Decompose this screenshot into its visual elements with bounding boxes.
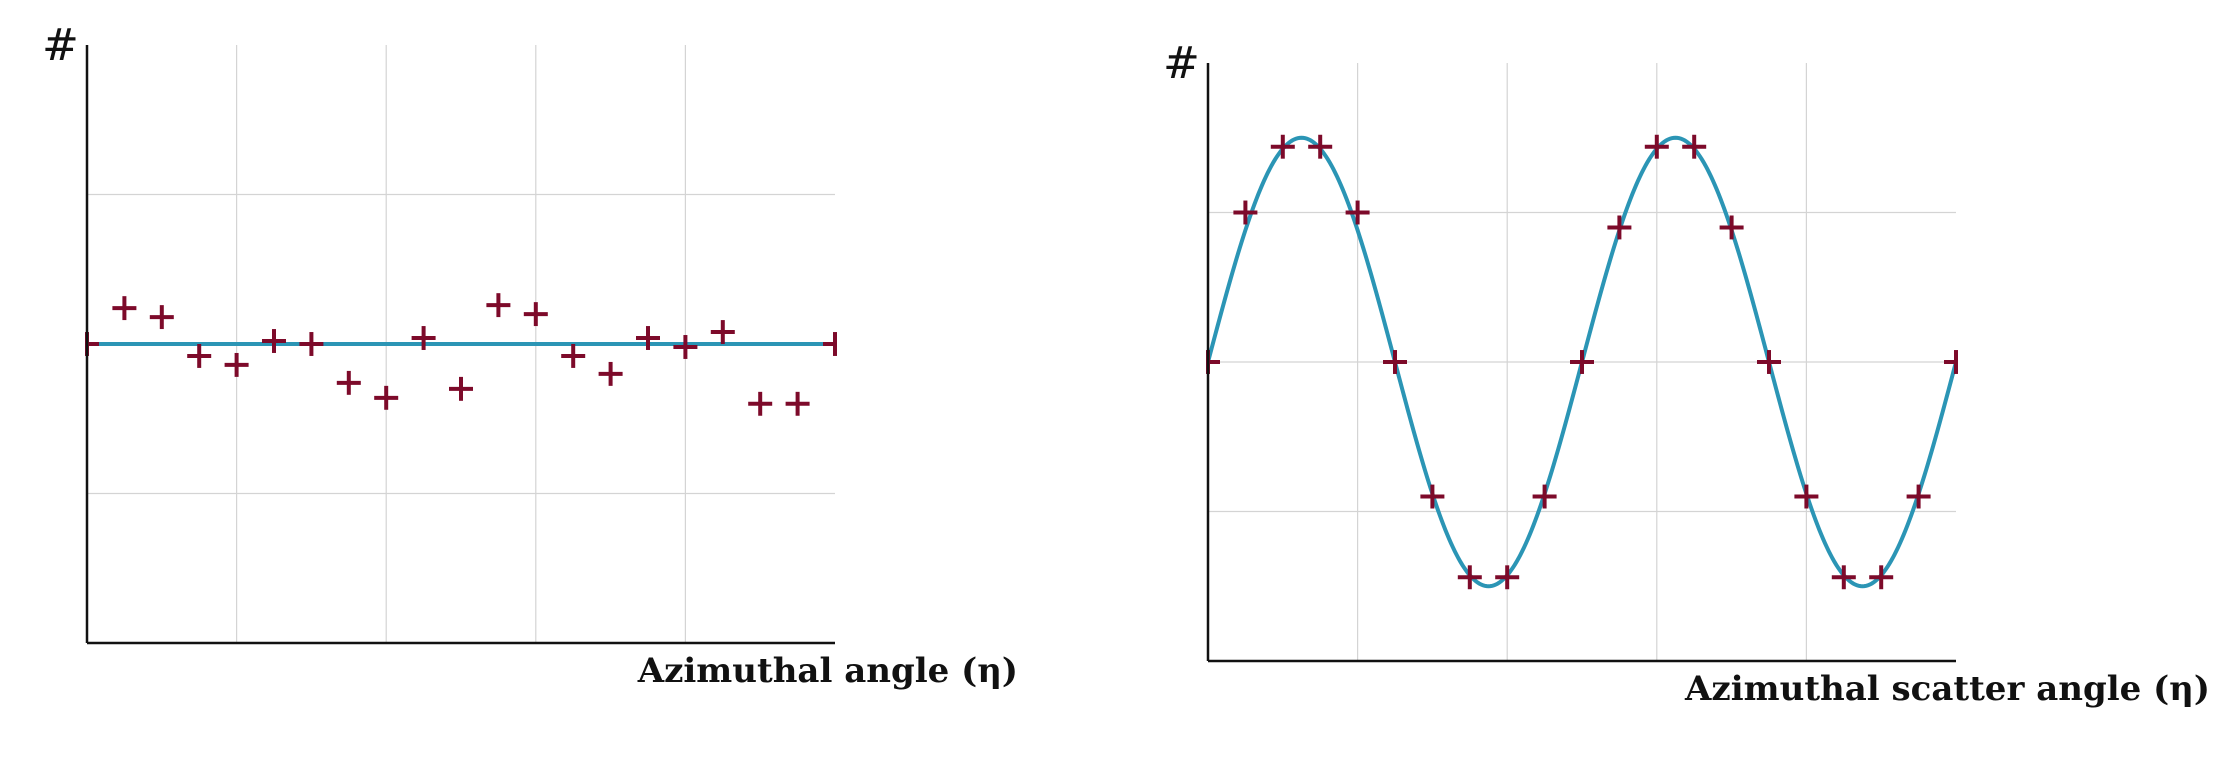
left-chart-panel: # Azimuthal angle (η) <box>42 20 1018 691</box>
right-chart-axes <box>1206 63 1956 663</box>
right-chart-data-point <box>1420 484 1445 509</box>
left-chart-data-point <box>673 335 698 359</box>
right-chart-panel: # Azimuthal scatter angle (η) <box>1163 38 2210 709</box>
left-chart-data-point <box>411 326 436 350</box>
left-chart-data-point <box>823 332 837 356</box>
left-chart-data-point <box>374 385 399 410</box>
left-chart-data-point <box>598 361 623 386</box>
right-chart-data-point <box>1757 350 1781 374</box>
left-chart-data-point <box>748 391 773 416</box>
right-chart-data-point <box>1233 200 1258 225</box>
right-chart-data-point <box>1383 350 1407 374</box>
right-chart-data-point <box>1495 565 1520 590</box>
left-chart-data-point <box>336 370 361 395</box>
left-chart-data-point <box>299 332 324 356</box>
left-chart-data-point <box>224 352 249 377</box>
right-chart-x-axis-label: Azimuthal scatter angle (η) <box>1684 669 2210 709</box>
right-chart-data-point <box>1831 565 1856 590</box>
right-chart-data-point <box>1206 350 1220 374</box>
right-chart-data-point <box>1607 215 1632 240</box>
left-chart-data-point <box>710 320 735 344</box>
left-chart-data-points <box>85 293 837 416</box>
left-chart-data-point <box>149 305 174 330</box>
left-chart-data-point <box>112 296 137 321</box>
right-chart-data-point <box>1345 200 1370 225</box>
right-chart-data-point <box>1906 484 1931 509</box>
left-chart-data-point <box>449 376 473 401</box>
right-chart-data-point <box>1270 134 1295 159</box>
left-chart-y-axis-label: # <box>42 20 79 71</box>
left-chart-data-point <box>785 391 810 416</box>
right-chart-data-point <box>1719 215 1744 240</box>
right-chart-data-point <box>1794 484 1819 509</box>
left-chart-data-point <box>187 344 212 368</box>
right-chart-data-points <box>1206 134 1958 590</box>
left-chart-x-axis-label: Azimuthal angle (η) <box>637 651 1018 691</box>
right-chart-data-point <box>1869 565 1894 590</box>
left-chart-data-point <box>636 326 660 350</box>
left-chart-axes <box>85 45 835 645</box>
left-chart-data-point <box>486 293 511 318</box>
right-chart-data-point <box>1682 134 1707 159</box>
right-chart-data-point <box>1570 350 1594 374</box>
right-chart-data-point <box>1308 134 1333 159</box>
right-chart-data-point <box>1532 484 1557 509</box>
right-chart-y-axis-label: # <box>1163 38 1200 89</box>
right-chart-data-point <box>1644 134 1669 159</box>
left-chart-data-point <box>85 332 99 356</box>
right-chart-data-point <box>1944 350 1958 374</box>
left-chart-data-point <box>262 329 286 353</box>
right-chart-data-point <box>1457 565 1482 590</box>
left-chart-data-point <box>561 344 586 368</box>
left-chart-data-point <box>523 302 548 327</box>
